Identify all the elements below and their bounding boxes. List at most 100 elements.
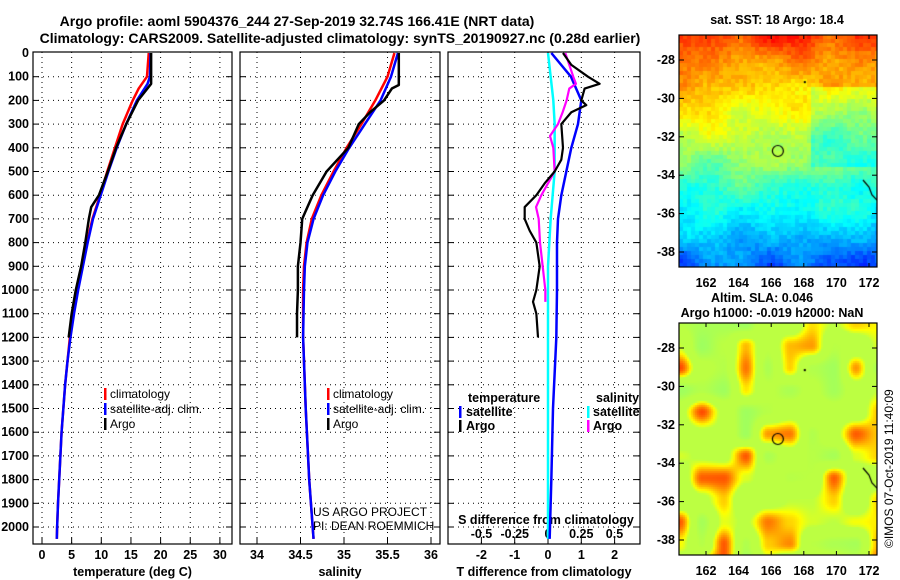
lat-tick-label: -30 — [657, 91, 675, 105]
lon-tick-label: 170 — [826, 564, 847, 578]
series-t-argo — [523, 52, 601, 338]
lat-tick-label: -34 — [657, 168, 675, 182]
s-tick-label: -0.25 — [501, 527, 530, 541]
legend-marker — [104, 403, 107, 415]
lat-tick-label: -30 — [657, 379, 675, 393]
lon-tick-label: 166 — [761, 276, 782, 290]
x-axis-label: temperature (deg C) — [73, 565, 192, 579]
legend-label: Argo — [466, 419, 496, 433]
depth-tick-label: 0 — [22, 46, 29, 60]
s-tick-label: 0.5 — [606, 527, 623, 541]
lon-tick-label: 164 — [728, 564, 749, 578]
depth-tick-label: 1100 — [2, 307, 29, 321]
depth-tick-label: 1900 — [1, 496, 29, 510]
x-tick-label: 20 — [154, 548, 168, 562]
lat-tick-label: -32 — [657, 130, 675, 144]
legend-marker — [459, 420, 462, 432]
legend-label: Argo — [110, 417, 136, 431]
x-tick-label: 1 — [578, 548, 585, 562]
series-argo — [295, 53, 401, 338]
depth-tick-label: 500 — [8, 165, 29, 179]
series-t-satellite — [548, 52, 583, 539]
legend-marker — [104, 388, 107, 400]
depth-tick-label: 600 — [8, 188, 29, 202]
lon-tick-label: 162 — [696, 564, 717, 578]
legend-marker — [327, 403, 330, 415]
depth-tick-label: 1000 — [1, 283, 29, 297]
series-satellite-adj-clim- — [301, 52, 400, 539]
x-tick-label: 34.5 — [288, 548, 312, 562]
depth-tick-label: 1800 — [1, 473, 29, 487]
profile-panel-1 — [32, 51, 233, 545]
legend-label: satellite — [593, 405, 640, 419]
x-tick-label: 15 — [124, 548, 138, 562]
depth-tick-label: 400 — [8, 141, 29, 155]
x-tick-label: 5 — [68, 548, 75, 562]
depth-tick-label: 800 — [8, 236, 29, 250]
depth-tick-label: 1300 — [1, 354, 29, 368]
legend-label: satellite-adj. clim. — [110, 402, 202, 416]
plot-frame — [447, 51, 641, 545]
legend-marker — [459, 406, 462, 418]
lat-tick-label: -32 — [657, 418, 675, 432]
legend-marker — [327, 388, 330, 400]
series-satellite-adj-clim- — [55, 52, 152, 539]
x-tick-label: 0 — [39, 548, 46, 562]
legend-label: climatology — [333, 387, 393, 401]
lat-tick-label: -28 — [657, 341, 675, 355]
lat-tick-label: -38 — [657, 533, 675, 547]
x-tick-label: -2 — [476, 548, 487, 562]
depth-tick-label: 1500 — [1, 402, 29, 416]
profile-panel-3 — [447, 51, 641, 545]
profile-panel-2 — [239, 51, 441, 545]
map-sst-axes — [678, 34, 878, 268]
x-tick-label: 35 — [337, 548, 351, 562]
legend-label: Argo — [593, 419, 623, 433]
legend-label: satellite — [466, 405, 513, 419]
x-tick-label: 34 — [250, 548, 264, 562]
x-tick-label: 0 — [545, 548, 552, 562]
sla-map-title-1: Altim. SLA: 0.046 — [711, 291, 813, 305]
series-s-argo — [534, 52, 578, 302]
depth-tick-label: 2000 — [1, 520, 29, 534]
lat-tick-label: -38 — [657, 245, 675, 259]
lat-tick-label: -28 — [657, 53, 675, 67]
x-tick-label: 10 — [94, 548, 108, 562]
map-sla-axes — [678, 322, 878, 556]
title-line-2: Climatology: CARS2009. Satellite-adjuste… — [40, 30, 641, 46]
s-axis-label: S difference from climatology — [458, 513, 634, 527]
legend-marker — [104, 418, 107, 430]
map-frame — [678, 322, 878, 556]
sst-map — [679, 35, 877, 267]
legend-label: Argo — [333, 417, 359, 431]
legend-label: satellite-adj. clim. — [333, 402, 425, 416]
plot-frame — [239, 51, 441, 545]
depth-tick-label: 900 — [8, 259, 29, 273]
legend-label: climatology — [110, 387, 170, 401]
series-s-satellite — [546, 52, 556, 539]
lon-tick-label: 168 — [793, 564, 814, 578]
plot-frame — [32, 51, 233, 545]
lon-tick-label: 162 — [696, 276, 717, 290]
x-axis-label: T difference from climatology — [456, 565, 631, 579]
series-climatology — [301, 52, 396, 539]
depth-tick-label: 1600 — [1, 425, 29, 439]
title-line-1: Argo profile: aoml 5904376_244 27-Sep-20… — [60, 13, 535, 29]
sst-map-title: sat. SST: 18 Argo: 18.4 — [710, 13, 844, 27]
lon-tick-label: 170 — [826, 276, 847, 290]
legend-marker — [587, 406, 590, 418]
legend-marker — [327, 418, 330, 430]
x-tick-label: 2 — [611, 548, 618, 562]
sla-map — [679, 323, 877, 555]
x-tick-label: 25 — [183, 548, 197, 562]
x-tick-label: 35.5 — [375, 548, 399, 562]
s-tick-label: -0.5 — [471, 527, 493, 541]
series-argo — [67, 53, 153, 338]
depth-tick-label: 700 — [8, 212, 29, 226]
depth-tick-label: 100 — [8, 70, 29, 84]
lon-tick-label: 166 — [761, 564, 782, 578]
lat-tick-label: -34 — [657, 456, 675, 470]
series-climatology — [55, 52, 150, 539]
depth-tick-label: 200 — [8, 93, 29, 107]
lat-tick-label: -36 — [657, 495, 675, 509]
